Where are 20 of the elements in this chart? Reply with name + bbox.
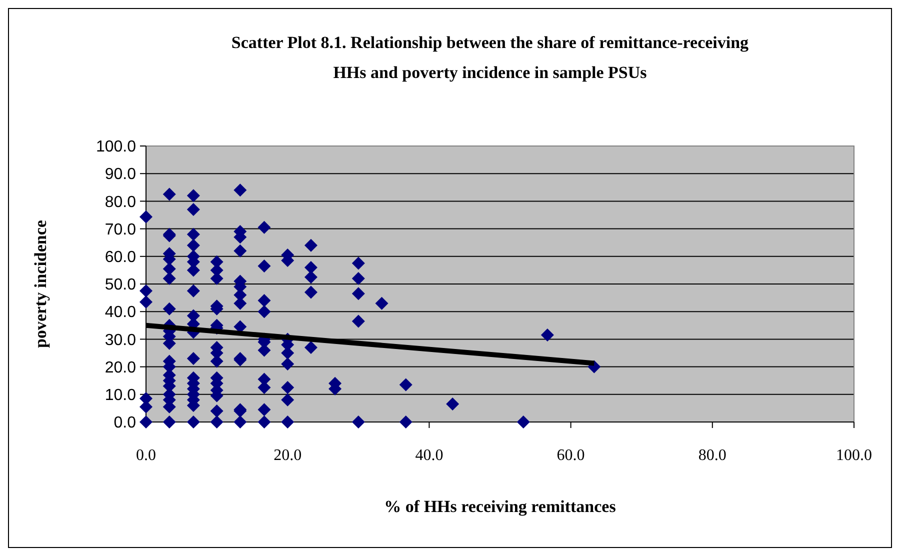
x-tick-label: 0.0 (136, 447, 156, 464)
y-tick-label: 40.0 (104, 304, 136, 322)
y-tick-label: 50.0 (104, 276, 136, 294)
y-tick-label: 70.0 (104, 221, 136, 238)
y-tick-label: 10.0 (104, 387, 136, 404)
y-tick-label: 90.0 (104, 166, 136, 184)
y-tick-label: 20.0 (104, 359, 136, 376)
x-tick-label: 60.0 (556, 447, 585, 464)
chart-title: Scatter Plot 8.1. Relationship between the share of remittance-receiving HHs and poverty incidence in sample PSUs (231, 33, 750, 82)
y-tick-label: 80.0 (104, 194, 136, 211)
y-tick-label: 60.0 (104, 249, 136, 266)
y-axis-title: poverty incidence (31, 220, 50, 348)
y-tick-label: 100.0 (96, 138, 136, 156)
y-tick-label: 30.0 (104, 332, 136, 349)
y-tick-label: 0.0 (114, 414, 136, 432)
x-tick-label: 20.0 (274, 447, 302, 464)
x-axis-title: % of HHs receiving remittances (384, 497, 616, 516)
x-tick-label: 100.0 (836, 447, 872, 464)
x-tick-label: 80.0 (698, 447, 726, 464)
x-tick-label: 40.0 (415, 447, 444, 464)
